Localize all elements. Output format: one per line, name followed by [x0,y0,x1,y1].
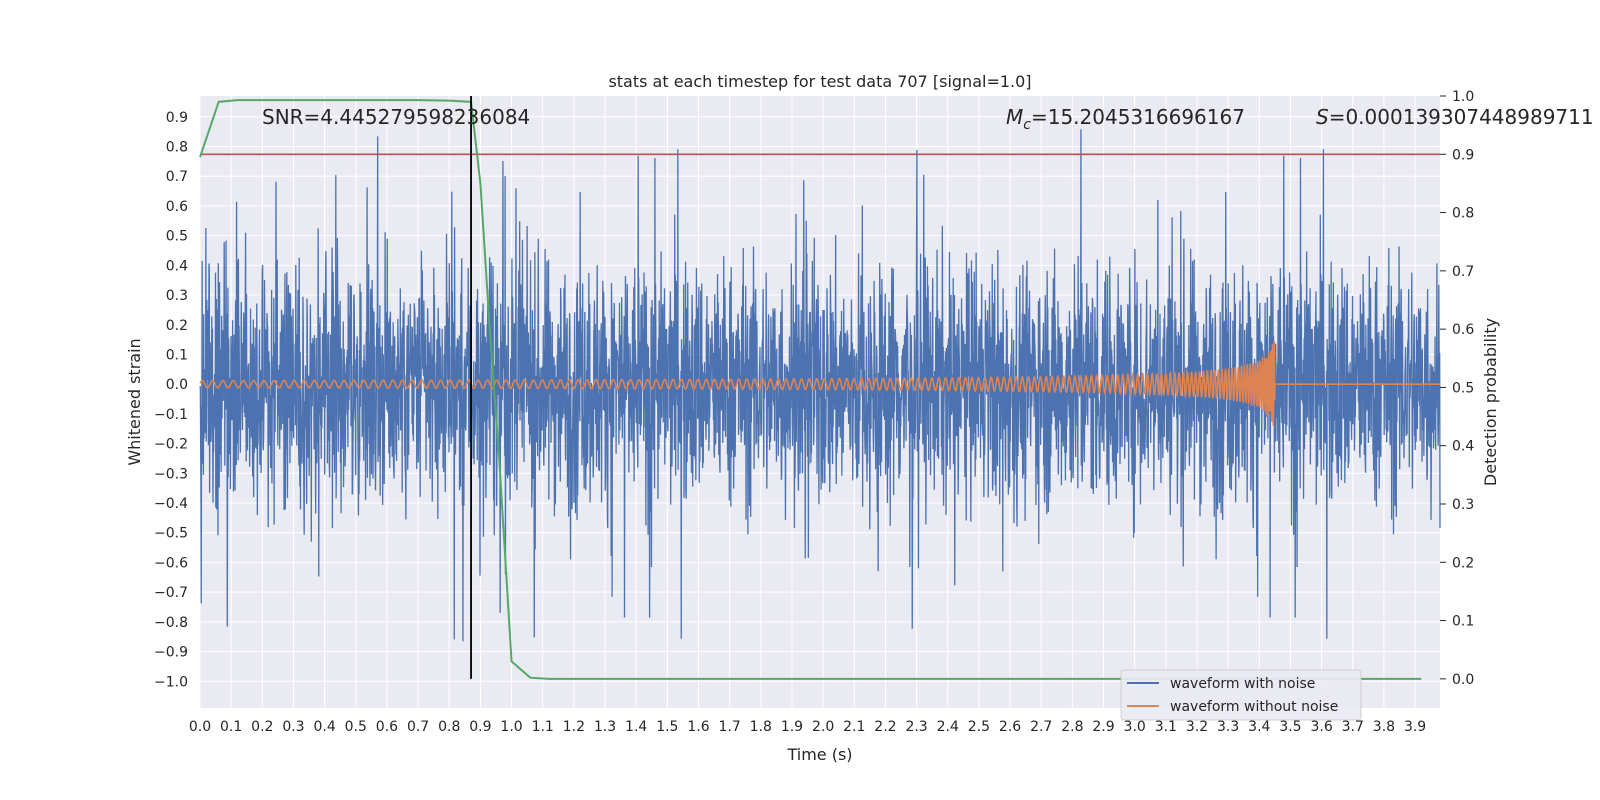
x-tick-label: 1.7 [719,719,741,735]
y-tick-label-right: 0.5 [1452,380,1474,396]
mc-annotation: Mc=15.2045316696167 [1006,105,1245,133]
y-tick-label-left: −0.1 [154,407,188,423]
x-tick-label: 0.3 [282,719,304,735]
y-tick-label-right: 0.6 [1452,322,1474,338]
y-tick-label-left: −0.8 [154,615,188,631]
y-tick-label-right: 0.1 [1452,614,1474,630]
x-tick-label: 0.7 [407,719,429,735]
x-tick-label: 3.0 [1124,719,1146,735]
y-tick-label-left: 0.1 [166,347,188,363]
x-tick-label: 2.1 [843,719,865,735]
x-tick-label: 1.0 [500,719,522,735]
legend-label-noisy: waveform with noise [1170,676,1315,692]
x-tick-label: 0.1 [220,719,242,735]
y-tick-label-left: 0.2 [166,318,188,334]
y-tick-label-right: 0.0 [1452,672,1474,688]
x-tick-label: 0.9 [469,719,491,735]
y-tick-label-left: 0.3 [166,288,188,304]
x-tick-label: 2.0 [812,719,834,735]
x-tick-label: 1.3 [594,719,616,735]
x-tick-label: 1.1 [532,719,554,735]
x-tick-label: 3.8 [1373,719,1395,735]
x-tick-label: 2.6 [999,719,1021,735]
y-tick-label-left: 0.9 [166,110,188,126]
x-tick-label: 3.4 [1248,719,1270,735]
x-axis-label: Time (s) [786,745,852,764]
x-tick-label: 3.6 [1310,719,1332,735]
y-tick-label-left: −0.3 [154,466,188,482]
clean-waveform-line [199,340,1440,427]
legend: waveform with noise waveform without noi… [1120,669,1362,721]
x-tick-label: 1.4 [625,719,647,735]
x-tick-label: 3.5 [1279,719,1301,735]
x-tick-label: 2.7 [1030,719,1052,735]
x-tick-label: 2.3 [905,719,927,735]
overlay-lines [199,96,1440,680]
x-tick-label: 0.0 [189,719,211,735]
tick-labels: 0.0 0.1 0.2 0.3 0.4 0.5 0.6 0.7 0.8 0.9 1.0 1.1 1.2 1… [154,89,1474,735]
x-tick-label: 0.5 [345,719,367,735]
y-tick-label-right: 0.3 [1452,497,1474,513]
s-annotation: S=0.000139307448989711 [1316,105,1594,129]
x-tick-label: 2.2 [874,719,896,735]
noisy-waveform-line [199,129,1441,642]
x-tick-label: 1.8 [750,719,772,735]
x-tick-label: 1.9 [781,719,803,735]
x-tick-label: 1.5 [656,719,678,735]
y-tick-label-left: −1.0 [154,674,188,690]
y-tick-label-left: 0.4 [166,258,188,274]
x-tick-label: 3.2 [1186,719,1208,735]
y-tick-label-left: −0.4 [154,496,188,512]
x-tick-label: 3.9 [1404,719,1426,735]
y-tick-label-right: 0.4 [1452,439,1474,455]
y-axis-label-right: Detection probability [1481,318,1500,486]
y-tick-label-left: 0.0 [166,377,188,393]
noisy-waveform-series [199,129,1441,642]
y-tick-label-right: 0.9 [1452,147,1474,163]
y-tick-label-left: −0.5 [154,526,188,542]
x-tick-label: 0.4 [313,719,335,735]
y-tick-label-left: 0.6 [166,199,188,215]
x-tick-label: 1.2 [563,719,585,735]
y-tick-label-right: 0.2 [1452,555,1474,571]
y-tick-label-right: 0.8 [1452,206,1474,222]
x-tick-label: 0.2 [251,719,273,735]
y-tick-label-left: −0.7 [154,585,188,601]
y-tick-label-left: −0.2 [154,437,188,453]
y-tick-label-left: −0.9 [154,645,188,661]
x-tick-label: 3.7 [1342,719,1364,735]
y-tick-label-left: −0.6 [154,555,188,571]
x-tick-label: 2.8 [1061,719,1083,735]
legend-label-clean: waveform without noise [1170,699,1338,715]
detection-probability-line [199,99,1422,680]
x-tick-label: 0.6 [376,719,398,735]
y-tick-label-right: 1.0 [1452,89,1474,105]
x-tick-label: 2.4 [937,719,959,735]
x-tick-label: 1.6 [687,719,709,735]
legend-box [1120,669,1362,721]
y-tick-label-left: 0.8 [166,140,188,156]
x-tick-label: 2.9 [1092,719,1114,735]
clean-waveform-series [199,340,1440,427]
x-tick-label: 0.8 [438,719,460,735]
x-tick-label: 3.3 [1217,719,1239,735]
y-tick-label-left: 0.5 [166,229,188,245]
y-axis-label-left: Whitened strain [125,338,144,465]
snr-annotation: SNR=4.445279598236084 [262,105,530,129]
x-tick-label: 2.5 [968,719,990,735]
y-tick-label-left: 0.7 [166,169,188,185]
chart-title: stats at each timestep for test data 707… [608,72,1031,91]
x-tick-label: 3.1 [1155,719,1177,735]
y-tick-label-right: 0.7 [1452,264,1474,280]
